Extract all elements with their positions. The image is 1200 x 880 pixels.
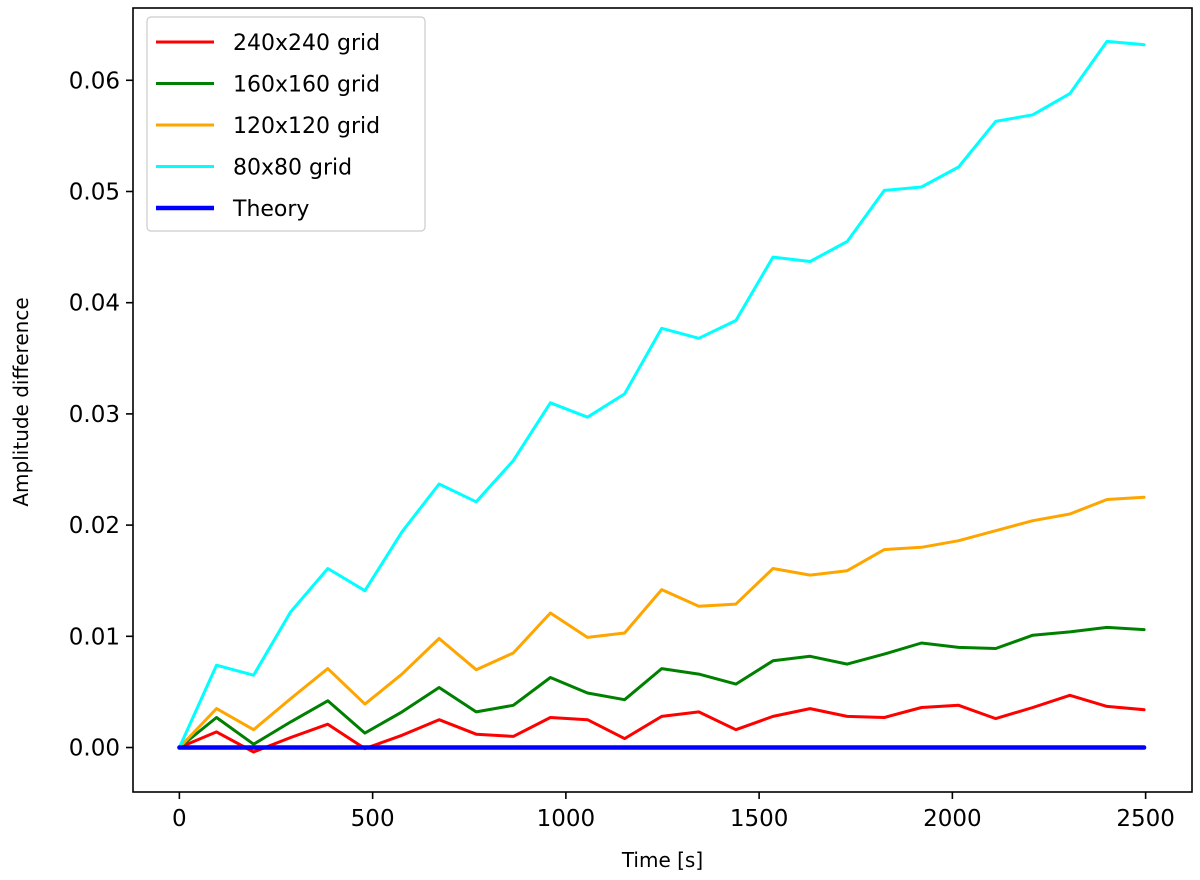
legend-label-3: 80x80 grid (233, 156, 352, 181)
y-tick-label: 0.04 (69, 291, 120, 317)
series-layer (177, 39, 1147, 754)
y-tick-label: 0.01 (69, 624, 120, 650)
legend-label-0: 240x240 grid (233, 31, 380, 56)
x-tick-label: 1000 (537, 806, 596, 832)
legend-label-1: 160x160 grid (233, 73, 380, 98)
legend-box (146, 16, 426, 232)
y-tick-label: 0.02 (69, 513, 120, 539)
y-tick-label: 0.03 (69, 402, 120, 428)
series-line-0 (177, 693, 1146, 754)
x-tick-label: 0 (172, 806, 187, 832)
x-axis-ticks: 0 500 1000 1500 2000 2500 (172, 792, 1175, 832)
y-tick-label: 0.00 (69, 736, 120, 762)
y-tick-label: 0.06 (69, 68, 120, 94)
y-tick-label: 0.05 (69, 179, 120, 205)
y-axis-label: Amplitude difference (9, 297, 33, 506)
x-tick-label: 1500 (730, 806, 789, 832)
x-tick-label: 2000 (923, 806, 982, 832)
y-axis-ticks: 0.00 0.01 0.02 0.03 0.04 0.05 0.06 (69, 68, 133, 762)
x-tick-label: 500 (351, 806, 395, 832)
plot-frame (132, 7, 1193, 793)
x-tick-label: 2500 (1116, 806, 1175, 832)
legend-label-4: Theory (232, 197, 309, 222)
legend: 240x240 grid 160x160 grid 120x120 grid 80x8… (146, 16, 426, 232)
x-axis-label: Time [s] (621, 848, 703, 872)
series-line-3 (177, 39, 1146, 749)
legend-label-2: 120x120 grid (233, 114, 380, 139)
series-line-1 (177, 625, 1146, 749)
series-line-2 (177, 495, 1146, 749)
